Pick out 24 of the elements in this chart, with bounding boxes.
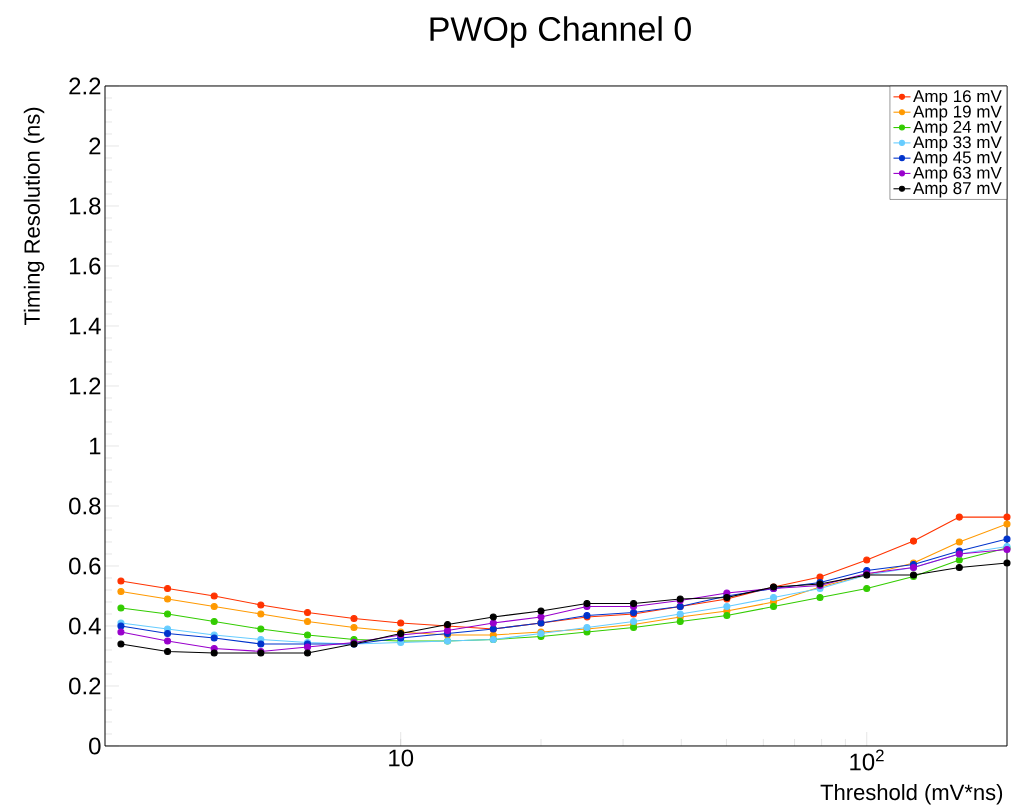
legend-label: Amp 24 mV: [913, 120, 1002, 137]
y-tick-label: 1.4: [69, 317, 101, 335]
legend-label: Amp 87 mV: [913, 182, 1002, 198]
y-tick-label: 1: [89, 437, 101, 455]
y-tick-label: 0: [89, 737, 101, 755]
y-tick-label: 0.2: [69, 677, 101, 695]
x-axis-title: Threshold (mV*ns): [820, 783, 1003, 805]
x-tick-label: 10: [389, 749, 414, 767]
y-tick-label: 0.6: [69, 557, 101, 575]
legend-label: Amp 63 mV: [913, 166, 1002, 183]
y-tick-label: 0.4: [69, 617, 101, 635]
x-tick-label: 10$^{2}$: [850, 749, 884, 771]
y-tick-label: 2: [89, 137, 101, 155]
y-tick-label: 1.2: [69, 377, 101, 395]
legend-label: Amp 33 mV: [913, 136, 1002, 152]
y-tick-label: 2.2: [69, 77, 101, 95]
y-axis-title: Timing Resolution (ns): [23, 107, 45, 326]
y-tick-label: 1.6: [69, 257, 101, 275]
y-tick-label: 0.8: [69, 497, 101, 515]
y-tick-label: 1.8: [69, 197, 101, 215]
legend-label: Amp 16 mV: [913, 90, 1002, 106]
chart-title: PWOp Channel 0: [430, 16, 691, 48]
legend-label: Amp 19 mV: [913, 105, 1002, 121]
legend-label: Amp 45 mV: [913, 151, 1002, 167]
